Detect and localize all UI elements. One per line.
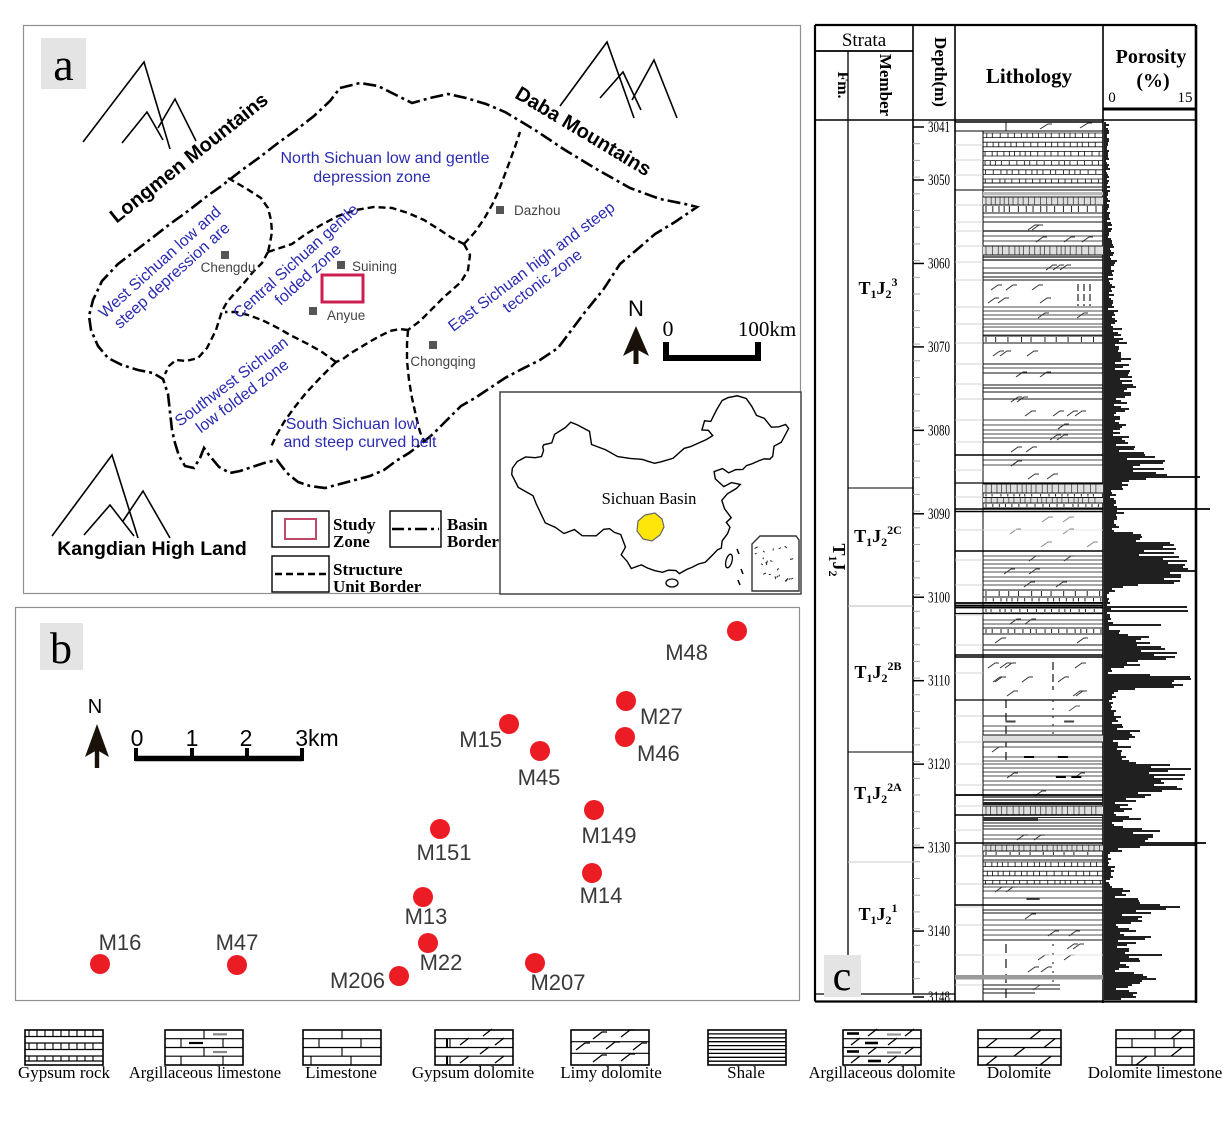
svg-text:0: 0: [663, 316, 674, 341]
svg-text:M48: M48: [665, 640, 708, 665]
svg-text:Zone: Zone: [333, 532, 370, 551]
svg-text:Anyue: Anyue: [327, 308, 365, 323]
svg-text:Gypsum dolomite: Gypsum dolomite: [412, 1063, 534, 1082]
svg-text:Sichuan Basin: Sichuan Basin: [602, 489, 697, 508]
svg-text:M22: M22: [420, 950, 463, 975]
svg-text:0: 0: [1108, 90, 1116, 106]
svg-text:North Sichuan low and gentle: North Sichuan low and gentle: [280, 150, 489, 167]
svg-text:Gypsum rock: Gypsum rock: [18, 1063, 111, 1082]
svg-text:Porosity: Porosity: [1116, 46, 1187, 68]
svg-text:Chengdu: Chengdu: [201, 260, 256, 275]
svg-text:Argillaceous dolomite: Argillaceous dolomite: [809, 1063, 956, 1082]
svg-text:M45: M45: [518, 765, 561, 790]
svg-text:(%): (%): [1136, 70, 1169, 92]
svg-text:Dazhou: Dazhou: [514, 203, 561, 218]
svg-text:3130: 3130: [928, 840, 950, 857]
svg-text:M16: M16: [99, 930, 142, 955]
svg-text:Member: Member: [876, 54, 895, 117]
svg-text:3km: 3km: [295, 725, 338, 751]
svg-text:Lithology: Lithology: [986, 64, 1073, 88]
svg-text:M27: M27: [640, 704, 683, 729]
svg-text:3060: 3060: [928, 255, 950, 272]
svg-text:3140: 3140: [928, 923, 950, 940]
svg-text:3120: 3120: [928, 756, 950, 773]
svg-text:3070: 3070: [928, 339, 950, 356]
svg-text:and steep curved belt: and steep curved belt: [284, 434, 438, 451]
svg-text:b: b: [50, 624, 72, 673]
svg-text:Shale: Shale: [727, 1063, 765, 1082]
svg-text:M206: M206: [330, 968, 385, 993]
svg-text:2: 2: [240, 725, 253, 751]
svg-text:M149: M149: [581, 823, 636, 848]
svg-text:Kangdian High Land: Kangdian High Land: [57, 538, 247, 560]
svg-text:3080: 3080: [928, 422, 950, 439]
svg-text:M14: M14: [580, 883, 623, 908]
svg-text:3050: 3050: [928, 172, 950, 189]
svg-text:Border: Border: [447, 532, 499, 551]
svg-text:3041: 3041: [928, 119, 950, 136]
svg-text:N: N: [88, 696, 102, 718]
svg-text:100km: 100km: [738, 317, 796, 341]
svg-text:15: 15: [1178, 90, 1193, 106]
svg-text:M47: M47: [216, 930, 259, 955]
svg-text:M13: M13: [405, 904, 448, 929]
svg-text:Depth(m): Depth(m): [931, 37, 950, 107]
svg-text:1: 1: [186, 725, 199, 751]
svg-text:0: 0: [131, 725, 144, 751]
svg-text:Dolomite: Dolomite: [987, 1063, 1051, 1082]
svg-text:depression zone: depression zone: [313, 169, 431, 186]
svg-text:3148: 3148: [928, 989, 950, 1006]
svg-text:Limestone: Limestone: [305, 1063, 377, 1082]
svg-text:a: a: [53, 39, 73, 90]
svg-text:Chongqing: Chongqing: [410, 354, 475, 369]
svg-text:Limy dolomite: Limy dolomite: [560, 1063, 662, 1082]
svg-text:M15: M15: [459, 727, 502, 752]
svg-text:Unit Border: Unit Border: [333, 577, 422, 596]
svg-text:M207: M207: [530, 970, 585, 995]
svg-text:Fm.: Fm.: [834, 71, 851, 98]
svg-text:3090: 3090: [928, 506, 950, 523]
svg-text:Dolomite limestone: Dolomite limestone: [1088, 1063, 1223, 1082]
svg-text:South Sichuan low: South Sichuan low: [286, 416, 419, 433]
svg-text:M151: M151: [416, 840, 471, 865]
svg-text:3110: 3110: [928, 673, 950, 690]
svg-text:c: c: [833, 954, 852, 1000]
svg-text:N: N: [628, 296, 644, 321]
svg-text:Suining: Suining: [352, 259, 397, 274]
svg-text:Strata: Strata: [842, 30, 887, 51]
svg-text:M46: M46: [637, 741, 680, 766]
svg-text:Argillaceous limestone: Argillaceous limestone: [129, 1063, 281, 1082]
svg-text:3100: 3100: [928, 589, 950, 606]
